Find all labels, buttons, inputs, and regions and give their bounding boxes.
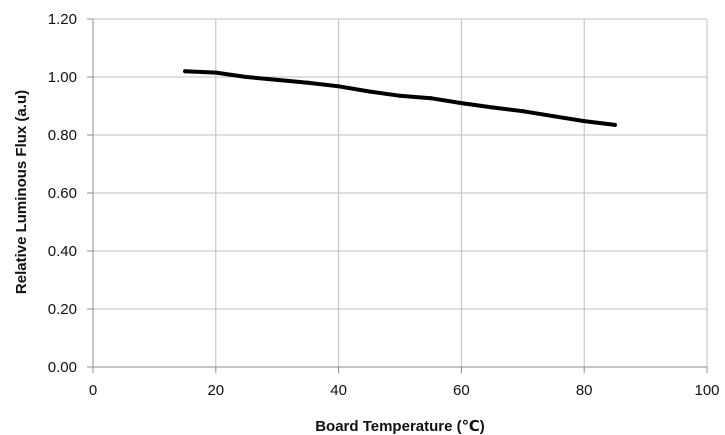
data-point (336, 84, 341, 89)
grid-lines (93, 18, 708, 367)
y-axis-title: Relative Luminous Flux (a.u) (13, 90, 30, 294)
series-line (183, 69, 617, 127)
data-point (428, 96, 433, 101)
x-tick-label: 100 (694, 382, 719, 399)
data-point (520, 109, 525, 114)
y-tick-label: 0.00 (48, 359, 77, 376)
data-point (582, 119, 587, 124)
x-axis-title: Board Temperature (℃) (315, 418, 485, 435)
data-point (183, 69, 188, 74)
x-tick-label: 60 (453, 382, 470, 399)
x-tick-label: 20 (207, 382, 224, 399)
y-tick-label: 1.00 (48, 69, 77, 86)
data-point (459, 101, 464, 106)
y-tick-label: 0.60 (48, 185, 77, 202)
data-point (213, 70, 218, 75)
y-tick-label: 0.40 (48, 243, 77, 260)
series-layer (183, 69, 617, 127)
y-tick-label: 0.20 (48, 301, 77, 318)
tick-labels: 0 20 40 60 80 100 0.00 0.20 0.40 0.60 0.80 1.00 1.20 (48, 11, 720, 399)
data-point (305, 80, 310, 85)
axes (87, 18, 708, 373)
data-point (244, 75, 249, 79)
data-point (551, 114, 556, 119)
data-point (612, 122, 617, 127)
data-point (275, 77, 280, 82)
x-tick-label: 0 (89, 382, 97, 399)
y-tick-label: 0.80 (48, 127, 77, 144)
y-tick-label: 1.20 (48, 11, 77, 28)
data-point (398, 93, 402, 98)
x-tick-label: 40 (330, 382, 347, 399)
data-point (490, 105, 495, 110)
data-point (367, 89, 372, 94)
x-tick-label: 80 (576, 382, 593, 399)
